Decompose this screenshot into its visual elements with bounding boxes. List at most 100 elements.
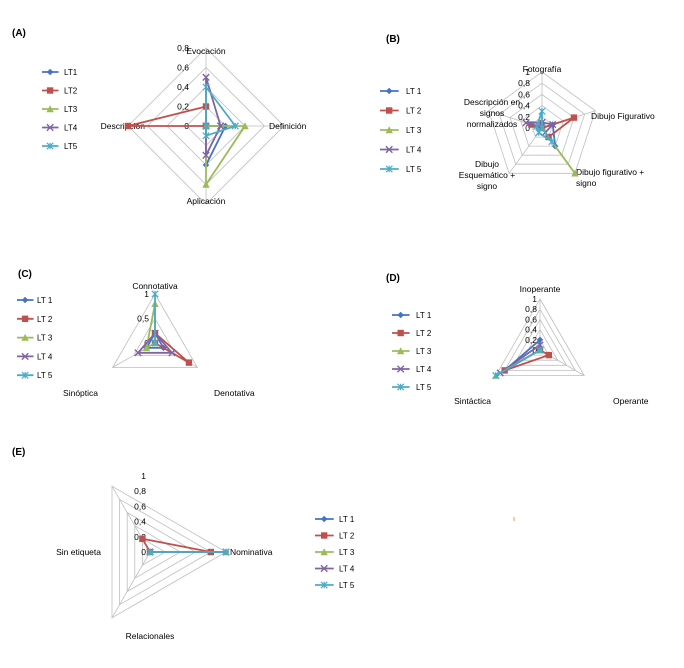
data-point xyxy=(146,548,154,556)
legend-item: LT 1 xyxy=(380,87,422,96)
legend-label: LT 1 xyxy=(416,311,432,320)
data-point xyxy=(548,137,556,146)
legend-label: LT 5 xyxy=(339,581,355,590)
axis-label: Sin etiqueta xyxy=(56,547,101,557)
legend-label: LT 5 xyxy=(416,383,432,392)
series-line xyxy=(144,331,166,349)
legend-marker xyxy=(320,548,328,556)
legend-label: LT 1 xyxy=(37,296,53,305)
legend-item: LT 1 xyxy=(17,296,53,305)
axis-label: Descripción xyxy=(101,121,146,131)
axis-label: Sinóptica xyxy=(63,388,98,398)
axis-label: Fotografía xyxy=(523,64,562,74)
legend-item: LT 4 xyxy=(17,352,53,361)
legend-item: LT4 xyxy=(42,124,78,133)
legend-label: LT 2 xyxy=(339,532,355,541)
data-point xyxy=(538,124,546,132)
axis-label: Definición xyxy=(269,121,307,131)
legend-label: LT 1 xyxy=(406,87,422,96)
data-point xyxy=(571,169,579,177)
legend-marker xyxy=(397,329,404,337)
legend-label: LT 5 xyxy=(37,371,53,380)
data-point xyxy=(545,351,553,359)
tick-label: 0,8 xyxy=(134,486,146,496)
grid-ring xyxy=(520,105,564,147)
data-point xyxy=(216,122,225,130)
legend-item: LT 5 xyxy=(380,165,422,174)
axis-label: Relacionales xyxy=(126,631,175,641)
tick-label: 0,8 xyxy=(518,78,530,88)
grid-ring xyxy=(141,538,166,566)
legend: LT 1 LT 2 LT 3 LT 4 LT 5 xyxy=(17,296,53,380)
legend-label: LT 4 xyxy=(406,146,422,155)
grid-ring xyxy=(488,71,596,174)
grid-ring xyxy=(133,317,177,356)
tick-label: 0,6 xyxy=(177,63,189,73)
axis-label: Dibujo Esquemático + signo xyxy=(459,159,515,191)
legend-marker xyxy=(397,311,404,319)
legend-item: LT 3 xyxy=(392,347,432,356)
legend-label: LT 2 xyxy=(37,315,53,324)
legend-item: LT 5 xyxy=(392,383,432,392)
legend-marker xyxy=(21,315,29,322)
legend-item: LT 2 xyxy=(380,107,422,116)
grid-ring xyxy=(498,82,586,165)
data-point xyxy=(202,151,210,159)
data-point xyxy=(492,371,500,380)
legend-label: LT 3 xyxy=(37,334,53,343)
legend: LT1 LT2 LT3 LT4 LT5 xyxy=(42,68,78,151)
data-point xyxy=(222,548,230,556)
legend-item: LT2 xyxy=(42,87,78,96)
legend-marker xyxy=(21,296,29,304)
data-point xyxy=(202,83,210,91)
legend-item: LT3 xyxy=(42,105,78,114)
axis-label: Dibujo figurativo + signo xyxy=(576,167,644,188)
grid-ring xyxy=(111,485,227,619)
legend-marker xyxy=(21,333,29,341)
data-point xyxy=(536,346,544,354)
axis-label: Sintáctica xyxy=(454,396,491,406)
legend-marker xyxy=(46,87,54,94)
legend: LT 1 LT 2 LT 3 LT 4 LT 5 xyxy=(315,515,355,590)
radar-chart-c: (C)00,51ConnotativaDenotativaSinópticaLT… xyxy=(17,269,255,398)
series-lt5 xyxy=(492,346,544,380)
axis-label: Connotativa xyxy=(132,281,178,291)
panel-label: (E) xyxy=(12,447,25,458)
legend-label: LT4 xyxy=(64,124,78,133)
legend-item: LT 4 xyxy=(392,365,432,374)
legend-marker xyxy=(21,352,29,361)
data-point xyxy=(522,119,530,127)
data-point xyxy=(134,349,142,357)
panel-label: (B) xyxy=(386,34,400,45)
legend-marker xyxy=(385,107,393,114)
legend-marker xyxy=(320,515,328,523)
grid-ring xyxy=(509,93,575,156)
legend-marker xyxy=(320,581,328,589)
legend-item: LT 3 xyxy=(17,334,53,343)
series-lt3 xyxy=(202,122,249,188)
legend-marker xyxy=(320,564,328,573)
tick-label: 0,5 xyxy=(137,314,149,324)
series-line xyxy=(495,349,541,377)
axis-label: Nominativa xyxy=(230,547,273,557)
axis-label: Aplicación xyxy=(187,196,226,206)
legend-label: LT 3 xyxy=(406,126,422,135)
legend-marker xyxy=(46,68,54,76)
grid-ring xyxy=(495,298,585,376)
panel-label: (C) xyxy=(18,269,32,280)
series-line xyxy=(136,331,174,354)
data-point xyxy=(151,339,159,347)
panel-label: (D) xyxy=(386,273,400,284)
data-point xyxy=(241,122,249,130)
axis-label: Descripción en signos normalizados xyxy=(464,97,520,129)
tick-label: 0,6 xyxy=(525,314,537,324)
legend-item: LT 2 xyxy=(315,532,355,541)
data-point xyxy=(185,359,193,366)
legend-label: LT1 xyxy=(64,68,78,77)
axis-label: Operante xyxy=(613,396,649,406)
series-lt5 xyxy=(146,548,230,556)
legend-label: LT3 xyxy=(64,105,78,114)
tick-label: 0,6 xyxy=(134,501,146,511)
data-point xyxy=(139,535,146,543)
grid-ring xyxy=(119,498,212,606)
